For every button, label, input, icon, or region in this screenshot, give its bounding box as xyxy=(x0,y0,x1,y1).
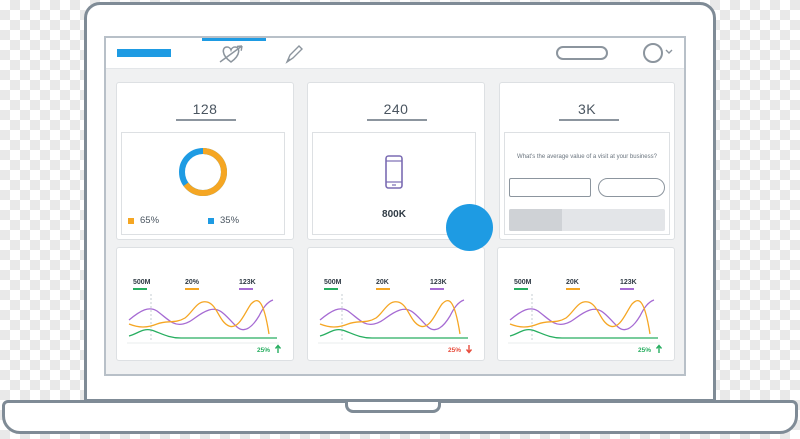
stat-value: 240 xyxy=(383,101,409,117)
metric-card: 500M 20% 123K 25% xyxy=(116,247,294,361)
metric-label: 500M xyxy=(133,279,151,286)
metric-label: 20% xyxy=(185,279,200,286)
stat-underline xyxy=(367,119,427,121)
arrow-up-icon xyxy=(655,344,663,353)
phone-icon xyxy=(385,155,403,189)
legend-swatch xyxy=(208,217,214,224)
trend-chart xyxy=(127,294,279,344)
device-panel: 800K xyxy=(312,132,476,235)
trend-line-green xyxy=(509,328,658,339)
trend-line-orange xyxy=(319,300,461,335)
metric-card: 500M 20K 123K 25% xyxy=(497,247,675,361)
trend-line-purple xyxy=(509,299,655,331)
stat-card-value: 3K What's the average value of a visit a… xyxy=(499,82,675,240)
pen-icon[interactable] xyxy=(282,43,306,65)
metric-label: 123K xyxy=(430,279,447,286)
donut-arc xyxy=(179,148,227,196)
donut-chart xyxy=(179,148,227,196)
metric-legend-line xyxy=(239,288,253,290)
trend-line-orange xyxy=(128,300,270,335)
stat-value: 128 xyxy=(192,101,218,117)
trend-line-green xyxy=(128,328,277,339)
change-value: 25% xyxy=(638,347,652,354)
metric-legend-line xyxy=(620,288,634,290)
heart-arrow-icon[interactable] xyxy=(218,43,244,65)
question-panel: What's the average value of a visit at y… xyxy=(504,132,670,235)
metric-legend-line xyxy=(514,288,528,290)
metric-label: 500M xyxy=(514,279,532,286)
avatar-icon[interactable] xyxy=(643,43,663,63)
metric-label: 123K xyxy=(239,279,256,286)
metric-label: 500M xyxy=(324,279,342,286)
legend-item-secondary: 35% xyxy=(208,215,239,226)
device-value: 800K xyxy=(382,209,406,220)
metric-legend-line xyxy=(185,288,199,290)
stat-value: 3K xyxy=(577,101,597,117)
value-input[interactable] xyxy=(509,178,591,197)
chevron-down-icon[interactable] xyxy=(664,46,674,58)
metric-label: 20K xyxy=(376,279,389,286)
metric-legend-line xyxy=(566,288,580,290)
legend-label: 35% xyxy=(220,215,240,226)
laptop-notch xyxy=(345,402,441,413)
app-screen: 128 65% 35% 240 xyxy=(104,36,686,376)
legend-swatch xyxy=(128,217,134,224)
search-pill-button[interactable] xyxy=(556,46,608,60)
floating-action-button[interactable] xyxy=(446,204,493,251)
metric-legend-line xyxy=(133,288,147,290)
stat-card-visits: 128 65% 35% xyxy=(116,82,294,240)
change-value: 25% xyxy=(257,347,271,354)
metric-label: 123K xyxy=(620,279,637,286)
trend-line-green xyxy=(319,328,468,339)
stat-underline xyxy=(176,119,236,121)
trend-chart xyxy=(508,294,660,344)
arrow-down-icon xyxy=(465,345,473,354)
legend-item-primary: 65% xyxy=(128,215,159,226)
metric-legend-line xyxy=(324,288,338,290)
metric-label: 20K xyxy=(566,279,579,286)
submit-button[interactable] xyxy=(598,178,665,197)
progress-fill xyxy=(509,209,563,231)
trend-line-purple xyxy=(128,299,274,331)
trend-line-orange xyxy=(509,300,651,335)
donut-panel: 65% 35% xyxy=(121,132,285,235)
top-bar xyxy=(106,38,684,69)
trend-line-purple xyxy=(319,299,465,331)
metric-legend-line xyxy=(430,288,444,290)
brand-logo[interactable] xyxy=(117,49,171,57)
question-text: What's the average value of a visit at y… xyxy=(517,154,657,160)
stat-underline xyxy=(559,119,619,121)
trend-chart xyxy=(318,294,470,344)
active-tab-indicator xyxy=(202,38,266,41)
metric-card: 500M 20K 123K 25% xyxy=(307,247,485,361)
metric-legend-line xyxy=(376,288,390,290)
change-value: 25% xyxy=(448,347,462,354)
arrow-up-icon xyxy=(274,344,282,353)
legend-label: 65% xyxy=(140,215,160,226)
progress-bar xyxy=(509,209,665,231)
laptop-base xyxy=(2,400,798,434)
